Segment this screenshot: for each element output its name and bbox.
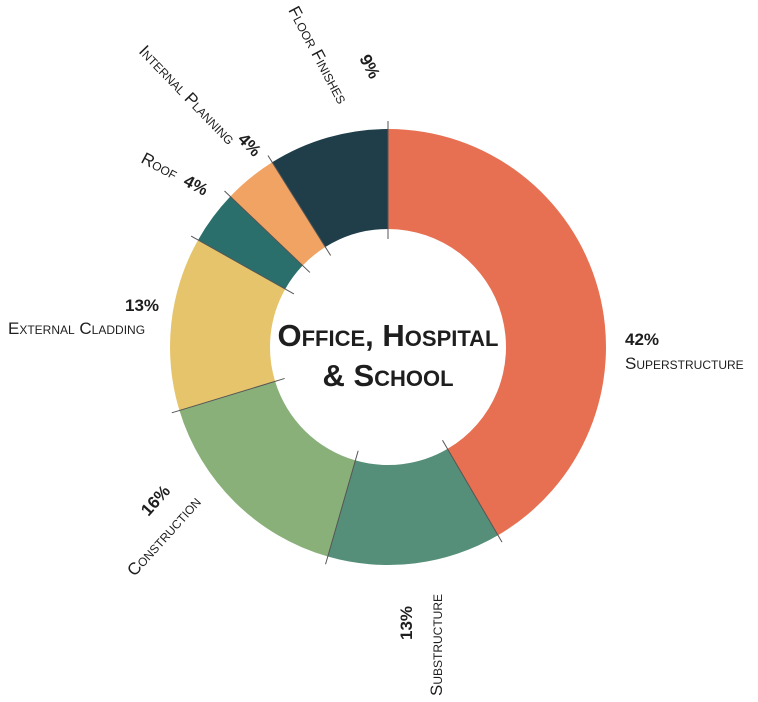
chart-title-line-2: & School: [322, 358, 453, 393]
slice-superstructure: [388, 129, 606, 536]
name-external-cladding: External Cladding: [8, 319, 145, 338]
pct-roof: 4%: [181, 171, 212, 199]
label-external-cladding: 13% External Cladding: [8, 296, 159, 338]
label-roof: Roof 4%: [138, 149, 211, 200]
pct-floor-finishes: 9%: [355, 51, 383, 82]
label-superstructure: 42% Superstructure: [625, 330, 744, 373]
pct-superstructure: 42%: [625, 330, 659, 349]
name-floor-finishes: Floor Finishes: [284, 3, 351, 107]
label-internal-planning: Internal Planning 4%: [135, 42, 265, 161]
slice-boundary-tick: [171, 377, 285, 414]
slice-internal-planning: [230, 162, 326, 266]
label-construction: 16% Construction: [123, 482, 204, 580]
donut-slices: [170, 129, 606, 566]
name-roof: Roof: [138, 149, 181, 184]
slice-boundary-tick: [442, 439, 503, 543]
slice-roof: [198, 196, 303, 290]
slice-boundary-tick: [267, 155, 332, 256]
label-floor-finishes: Floor Finishes 9%: [284, 3, 383, 107]
pct-external-cladding: 13%: [125, 296, 159, 315]
slice-boundary-tick: [190, 235, 295, 295]
name-construction: Construction: [123, 493, 204, 580]
pct-construction: 16%: [137, 482, 174, 520]
chart-center-title: Office, Hospital & School: [278, 318, 499, 393]
slice-construction: [179, 381, 356, 557]
slice-boundary-tick: [325, 450, 359, 565]
slice-boundary-tick: [224, 190, 311, 273]
chart-title-line-1: Office, Hospital: [278, 318, 499, 353]
slice-substructure: [327, 448, 498, 566]
slice-ticks: [171, 121, 503, 565]
name-substructure: Substructure: [427, 594, 446, 696]
pct-substructure: 13%: [397, 606, 416, 640]
slice-external-cladding: [170, 239, 286, 411]
label-substructure: 13% Substructure: [397, 594, 446, 696]
slice-floor-finishes: [272, 129, 388, 248]
name-superstructure: Superstructure: [625, 354, 744, 373]
name-internal-planning: Internal Planning: [135, 42, 239, 149]
